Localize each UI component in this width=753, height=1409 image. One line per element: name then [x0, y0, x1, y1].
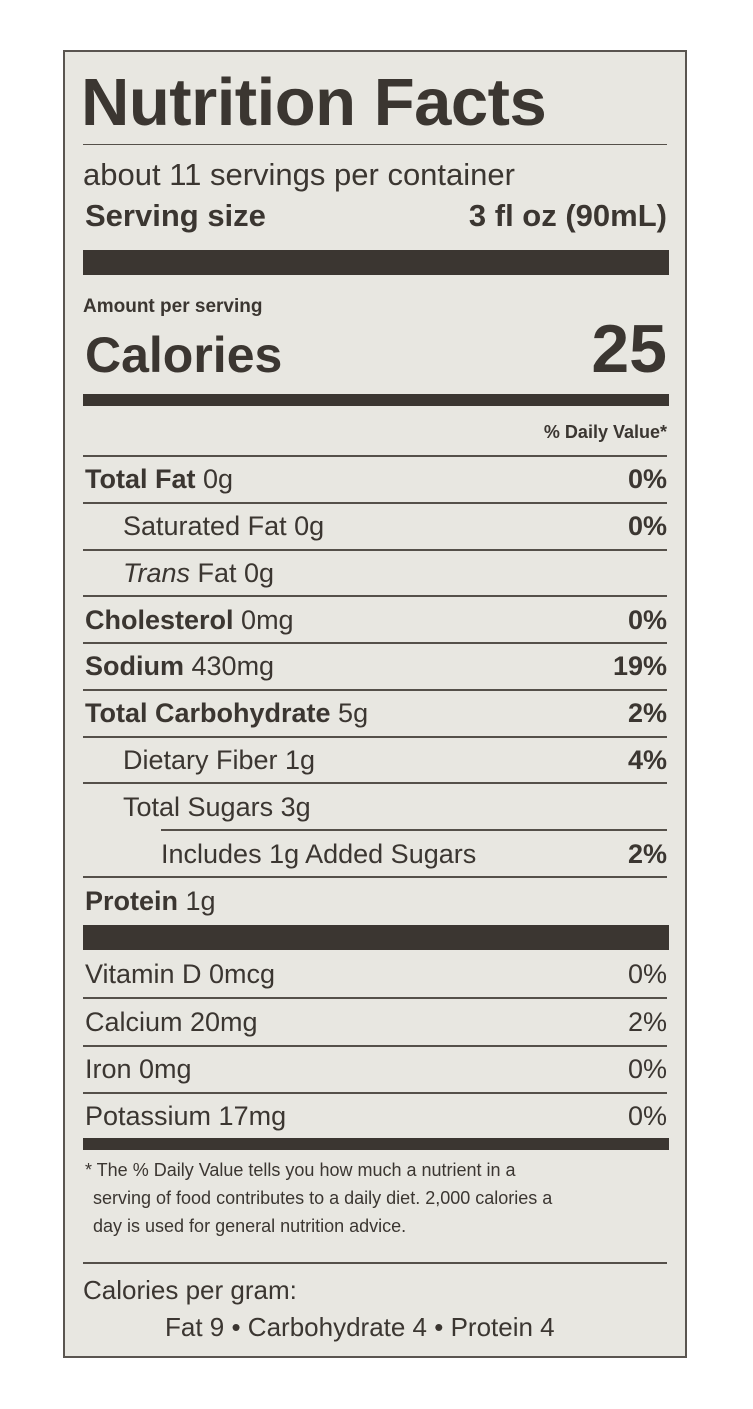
divider	[83, 502, 667, 504]
divider	[83, 642, 667, 644]
daily-value: 4%	[627, 745, 667, 775]
daily-value: 0%	[627, 464, 667, 494]
calories-row: Calories 25	[85, 310, 667, 388]
vitamin-row: Calcium 20mg 2%	[85, 1007, 667, 1038]
nutrition-label: Nutrition Facts about 11 servings per co…	[63, 50, 687, 1358]
divider	[83, 736, 667, 738]
thick-bar	[83, 394, 669, 406]
vitamin-row: Vitamin D 0mcg 0%	[85, 959, 667, 990]
divider	[83, 1262, 667, 1264]
daily-value: 0%	[627, 511, 667, 541]
nutrient-row: Total Carbohydrate 5g 2%	[85, 698, 667, 729]
nutrient-row: Trans Fat 0g	[123, 558, 667, 589]
vitamin-row: Potassium 17mg 0%	[85, 1101, 667, 1132]
vitamin-label: Potassium 17mg	[85, 1101, 287, 1131]
divider	[83, 782, 667, 784]
daily-value: 2%	[627, 698, 667, 728]
nutrient-label-italic: Trans	[123, 558, 191, 588]
nutrient-label: Total Sugars 3g	[123, 792, 311, 822]
nutrient-row: Includes 1g Added Sugars 2%	[161, 839, 667, 870]
footnote-line: day is used for general nutrition advice…	[93, 1216, 407, 1236]
divider	[83, 455, 667, 457]
nutrient-label: Cholesterol	[85, 605, 234, 635]
nutrient-label: Includes 1g Added Sugars	[161, 839, 477, 869]
footnote-line: * The % Daily Value tells you how much a…	[85, 1160, 516, 1180]
divider	[83, 1045, 667, 1047]
serving-size-label: Serving size	[85, 198, 266, 233]
serving-size-value: 3 fl oz (90mL)	[468, 198, 667, 233]
calories-value: 25	[591, 311, 667, 387]
nutrient-label: Dietary Fiber 1g	[123, 745, 316, 775]
divider	[161, 829, 667, 831]
divider	[83, 689, 667, 691]
daily-value: 2%	[627, 1007, 667, 1037]
daily-value: 0%	[627, 605, 667, 635]
daily-value: 0%	[627, 959, 667, 989]
amount-per-serving: Amount per serving	[83, 296, 263, 317]
nutrient-row: Total Fat 0g 0%	[85, 464, 667, 495]
nutrient-row: Cholesterol 0mg 0%	[85, 605, 667, 636]
thick-bar	[83, 1138, 669, 1150]
calories-per-gram-values: Fat 9 • Carbohydrate 4 • Protein 4	[165, 1312, 555, 1342]
daily-value: 2%	[627, 839, 667, 869]
vitamin-label: Calcium 20mg	[85, 1007, 258, 1037]
nutrient-label: Total Carbohydrate	[85, 698, 331, 728]
calories-label: Calories	[85, 327, 283, 383]
vitamin-label: Iron 0mg	[85, 1054, 192, 1084]
divider	[83, 549, 667, 551]
nutrient-row: Protein 1g	[85, 886, 667, 917]
daily-value: 0%	[627, 1101, 667, 1131]
divider	[83, 144, 667, 145]
nutrient-amount: 0g	[203, 464, 234, 494]
nutrient-row: Sodium 430mg 19%	[85, 651, 667, 682]
divider	[83, 997, 667, 999]
nutrient-label: Saturated Fat 0g	[123, 511, 325, 541]
nutrient-label: Fat 0g	[197, 558, 275, 588]
nutrient-amount: 430mg	[191, 651, 275, 681]
daily-value: 19%	[612, 651, 667, 681]
serving-size-row: Serving size 3 fl oz (90mL)	[85, 198, 667, 234]
nutrient-row: Total Sugars 3g	[123, 792, 667, 823]
servings: about 11 servings per container	[83, 157, 515, 192]
thick-bar	[83, 250, 669, 275]
vitamin-row: Iron 0mg 0%	[85, 1054, 667, 1085]
divider	[83, 876, 667, 878]
title: Nutrition Facts	[81, 65, 547, 140]
nutrient-row: Dietary Fiber 1g 4%	[123, 745, 667, 776]
nutrient-amount: 1g	[185, 886, 216, 916]
divider	[83, 1092, 667, 1094]
thick-bar	[83, 925, 669, 950]
nutrient-amount: 0mg	[241, 605, 294, 635]
nutrient-amount: 5g	[338, 698, 369, 728]
footnote-line: serving of food contributes to a daily d…	[93, 1188, 553, 1208]
daily-value-header: % Daily Value*	[543, 422, 667, 442]
nutrient-label: Total Fat	[85, 464, 196, 494]
nutrient-row: Saturated Fat 0g 0%	[123, 511, 667, 542]
nutrient-label: Sodium	[85, 651, 184, 681]
nutrient-label: Protein	[85, 886, 179, 916]
divider	[83, 595, 667, 597]
vitamin-label: Vitamin D 0mcg	[85, 959, 276, 989]
calories-per-gram-label: Calories per gram:	[83, 1275, 297, 1305]
daily-value: 0%	[627, 1054, 667, 1084]
